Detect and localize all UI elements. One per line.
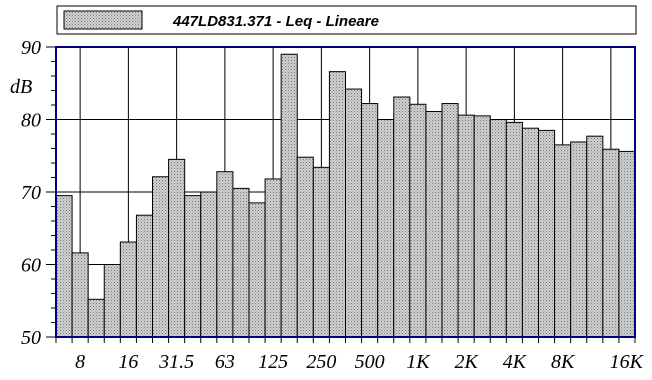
bar	[168, 158, 186, 338]
bar	[538, 129, 556, 338]
bar	[328, 71, 346, 338]
bar	[280, 53, 298, 338]
legend-swatch	[63, 10, 143, 30]
bar	[361, 103, 379, 338]
bar	[232, 187, 250, 338]
bar	[554, 144, 572, 338]
bar	[457, 114, 475, 338]
x-tick-label: 8	[75, 351, 85, 373]
bar	[473, 115, 491, 338]
y-tick-label: 80	[21, 110, 41, 132]
bar	[425, 111, 443, 338]
x-tick-label: 2K	[454, 351, 479, 373]
bar	[264, 178, 282, 338]
y-axis: 50 60 70 80 90	[21, 37, 56, 349]
bar	[586, 135, 604, 338]
x-tick-label: 16K	[610, 351, 645, 373]
bar	[521, 127, 540, 338]
x-tick-label: 4K	[503, 351, 528, 373]
bar	[55, 195, 73, 338]
bar	[216, 171, 234, 338]
bar	[409, 103, 427, 338]
bar	[393, 96, 411, 338]
bar	[345, 88, 363, 338]
plot-frame	[55, 46, 636, 338]
y-tick-label: 60	[21, 255, 41, 277]
x-tick-label: 16	[118, 351, 138, 373]
bar	[248, 202, 266, 338]
bar	[377, 119, 395, 338]
bar	[200, 191, 218, 338]
bar	[505, 121, 523, 338]
y-tick-label: 50	[21, 327, 41, 349]
bar	[618, 150, 636, 338]
y-axis-label: dB	[10, 76, 32, 98]
x-tick-label: 1K	[406, 351, 431, 373]
bar	[312, 166, 330, 338]
x-tick-label: 63	[215, 351, 235, 373]
x-axis: 8 16 31.5 63 125 250 500 1K 2K 4K 8K 16K	[55, 337, 645, 373]
bar	[296, 156, 314, 338]
bar	[119, 241, 137, 338]
bars	[55, 53, 636, 338]
bar	[441, 103, 459, 338]
bar	[71, 252, 89, 338]
bar	[602, 148, 620, 338]
x-tick-label: 250	[306, 351, 336, 373]
bar	[489, 119, 507, 338]
bar	[184, 195, 202, 338]
x-tick-label: 8K	[551, 351, 576, 373]
legend-box	[56, 5, 637, 35]
x-tick-label: 500	[355, 351, 385, 373]
legend-label: 447LD831.371 - Leq - Lineare	[172, 13, 379, 30]
x-tick-label: 31.5	[158, 351, 194, 373]
bar	[87, 298, 105, 338]
legend: 447LD831.371 - Leq - Lineare	[56, 5, 637, 35]
y-tick-label: 70	[21, 182, 41, 204]
bar	[103, 264, 121, 338]
bar	[135, 214, 154, 338]
y-tick-label: 90	[21, 37, 41, 59]
bar	[570, 141, 588, 338]
bar	[152, 176, 170, 338]
x-tick-label: 125	[258, 351, 288, 373]
